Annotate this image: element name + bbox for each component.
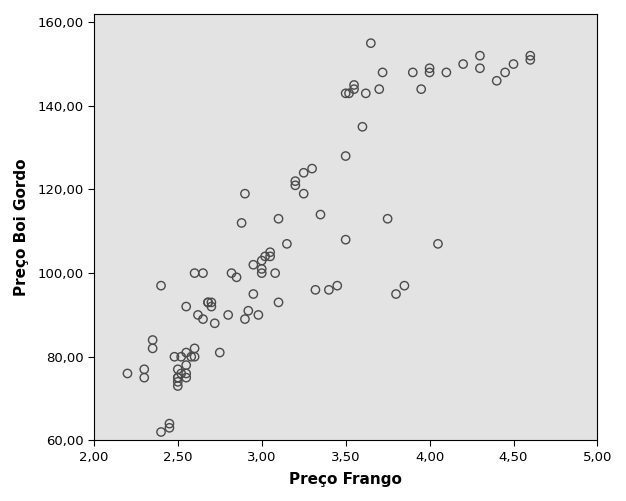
Point bbox=[173, 382, 183, 390]
Point bbox=[382, 215, 393, 223]
Point bbox=[181, 369, 191, 377]
Point bbox=[203, 299, 213, 307]
Point bbox=[441, 69, 451, 77]
Point bbox=[165, 420, 175, 428]
Point bbox=[227, 269, 237, 277]
Point bbox=[299, 190, 309, 198]
Point bbox=[257, 257, 267, 265]
Point bbox=[181, 374, 191, 382]
Point bbox=[193, 311, 203, 319]
Point bbox=[249, 290, 259, 298]
Point bbox=[458, 60, 468, 68]
Point bbox=[240, 190, 250, 198]
Point bbox=[198, 315, 208, 323]
Point bbox=[475, 52, 485, 60]
Point bbox=[500, 69, 510, 77]
Point bbox=[210, 319, 220, 327]
Point bbox=[399, 282, 409, 290]
Point bbox=[357, 123, 367, 131]
Point bbox=[341, 89, 351, 97]
Point bbox=[344, 89, 354, 97]
Point bbox=[198, 269, 208, 277]
Point bbox=[260, 253, 270, 261]
Point bbox=[257, 265, 267, 273]
Point bbox=[377, 69, 387, 77]
X-axis label: Preço Frango: Preço Frango bbox=[289, 472, 402, 487]
Point bbox=[270, 269, 280, 277]
Point bbox=[408, 69, 418, 77]
Point bbox=[525, 52, 535, 60]
Point bbox=[190, 353, 200, 361]
Point bbox=[173, 374, 183, 382]
Point bbox=[139, 374, 149, 382]
Point bbox=[156, 428, 166, 436]
Point bbox=[181, 361, 191, 369]
Point bbox=[424, 69, 434, 77]
Point bbox=[475, 64, 485, 72]
Point bbox=[265, 248, 275, 256]
Point bbox=[257, 269, 267, 277]
Point bbox=[349, 85, 359, 93]
Point bbox=[307, 165, 317, 173]
Point bbox=[508, 60, 518, 68]
Point bbox=[316, 210, 326, 218]
Point bbox=[181, 303, 191, 311]
Point bbox=[186, 353, 196, 361]
Point bbox=[349, 81, 359, 89]
Point bbox=[282, 240, 292, 248]
Point bbox=[341, 152, 351, 160]
Point bbox=[274, 215, 284, 223]
Point bbox=[274, 299, 284, 307]
Point bbox=[176, 353, 186, 361]
Y-axis label: Preço Boi Gordo: Preço Boi Gordo bbox=[14, 158, 29, 296]
Point bbox=[391, 290, 401, 298]
Point bbox=[310, 286, 321, 294]
Point bbox=[361, 89, 371, 97]
Point bbox=[156, 282, 166, 290]
Point bbox=[170, 353, 180, 361]
Point bbox=[491, 77, 501, 85]
Point bbox=[173, 374, 183, 382]
Point bbox=[173, 365, 183, 373]
Point bbox=[176, 369, 186, 377]
Point bbox=[165, 424, 175, 432]
Point bbox=[525, 56, 535, 64]
Point bbox=[223, 311, 233, 319]
Point bbox=[240, 315, 250, 323]
Point bbox=[190, 344, 200, 352]
Point bbox=[324, 286, 334, 294]
Point bbox=[290, 177, 300, 185]
Point bbox=[148, 344, 158, 352]
Point bbox=[207, 303, 217, 311]
Point bbox=[244, 307, 254, 315]
Point bbox=[249, 261, 259, 269]
Point bbox=[254, 311, 264, 319]
Point bbox=[299, 169, 309, 177]
Point bbox=[290, 181, 300, 189]
Point bbox=[232, 273, 242, 281]
Point bbox=[366, 39, 376, 47]
Point bbox=[203, 299, 213, 307]
Point bbox=[341, 235, 351, 243]
Point bbox=[173, 378, 183, 386]
Point bbox=[424, 64, 434, 72]
Point bbox=[181, 349, 191, 357]
Point bbox=[215, 349, 225, 357]
Point bbox=[123, 369, 133, 377]
Point bbox=[416, 85, 426, 93]
Point bbox=[237, 219, 247, 227]
Point bbox=[433, 240, 443, 248]
Point bbox=[148, 336, 158, 344]
Point bbox=[374, 85, 384, 93]
Point bbox=[265, 253, 275, 261]
Point bbox=[207, 299, 217, 307]
Point bbox=[190, 269, 200, 277]
Point bbox=[139, 365, 149, 373]
Point bbox=[332, 282, 342, 290]
